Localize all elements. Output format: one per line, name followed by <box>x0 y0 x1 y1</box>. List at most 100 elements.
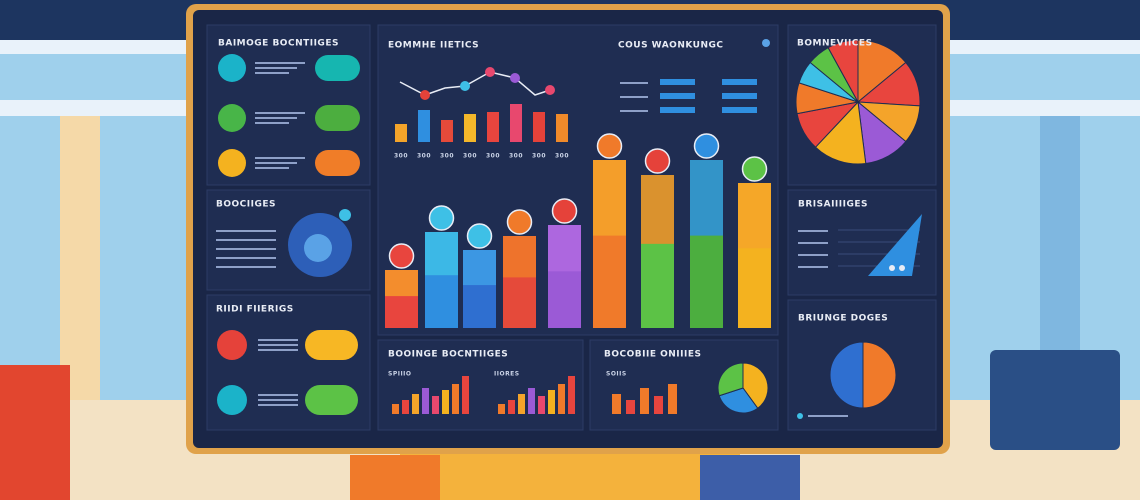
text-line <box>216 248 276 250</box>
mini-bar <box>548 390 555 414</box>
mini-bar <box>498 404 505 414</box>
bar-label: 300 <box>394 153 408 160</box>
sub-label: IIORES <box>494 371 520 378</box>
sub-label: SOIIS <box>606 371 627 378</box>
icon <box>217 330 247 360</box>
text-line <box>255 62 305 64</box>
text-line <box>255 167 289 169</box>
bar-top <box>738 183 771 249</box>
panel-heading: BRIUNGE DOGES <box>798 314 888 324</box>
bar-label: 300 <box>555 153 569 160</box>
bar-icon <box>506 209 533 235</box>
bar-top <box>425 232 458 276</box>
bar-icon <box>466 223 493 249</box>
list-bar <box>722 79 757 85</box>
small-bar <box>487 112 499 142</box>
panel <box>377 339 584 431</box>
small-bar <box>510 104 522 142</box>
text-line <box>216 239 276 241</box>
list-bar <box>660 93 695 99</box>
text-line <box>798 230 828 232</box>
triangle <box>868 214 922 276</box>
shelf-right <box>950 100 1140 116</box>
mini-bar <box>612 394 621 414</box>
bar-top <box>548 225 581 272</box>
blob-inner <box>304 234 332 262</box>
trend-dot <box>420 90 430 100</box>
bar-top <box>503 236 536 278</box>
bar-icon <box>644 148 671 174</box>
sub-label: SPIIIO <box>388 371 412 378</box>
bar-top <box>593 160 626 236</box>
panel-heading: BAIMOGE BOCNTIIGES <box>218 39 339 49</box>
panel-heading: COUS WAONKUNGC <box>618 41 724 51</box>
text-line <box>798 242 828 244</box>
mini-bar <box>558 384 565 414</box>
icon <box>218 149 246 177</box>
pie-slice <box>717 362 744 397</box>
bar-top <box>690 160 723 236</box>
legend-dot <box>797 413 803 419</box>
text-line <box>255 72 289 74</box>
mini-bar <box>442 390 449 414</box>
pie-slice <box>829 341 864 409</box>
mini-bar <box>654 396 663 414</box>
chair-left <box>0 365 70 500</box>
dot <box>889 265 895 271</box>
pill <box>305 385 358 415</box>
bar-icon <box>428 205 455 231</box>
mini-bar <box>452 384 459 414</box>
panel-heading: BRISAIIIIGES <box>798 200 868 210</box>
panel-heading: BOMNEVIICES <box>797 39 873 49</box>
mini-bar <box>538 396 545 414</box>
mini-bar <box>626 400 635 414</box>
shelf-left <box>0 100 190 116</box>
pie-slice <box>862 341 897 409</box>
mini-bar <box>392 404 399 414</box>
mini-bar <box>518 394 525 414</box>
bar-top <box>463 250 496 286</box>
mini-bar <box>568 376 575 414</box>
text-line <box>258 344 298 346</box>
text-line <box>255 162 297 164</box>
pill <box>315 105 360 131</box>
panel-heading: BOOCIIGES <box>216 200 276 210</box>
bar-icon <box>596 133 623 159</box>
text-line <box>620 82 648 84</box>
bar-top <box>385 270 418 297</box>
list-bar <box>722 93 757 99</box>
pie-slice <box>718 387 759 414</box>
mini-bar <box>508 400 515 414</box>
panel-heading: EOMMHE IIETICS <box>388 41 479 51</box>
small-bar <box>556 114 568 142</box>
mini-bar <box>528 388 535 414</box>
pill <box>315 150 360 176</box>
trend-dot <box>460 81 470 91</box>
mini-bar <box>640 388 649 414</box>
mini-bar <box>432 396 439 414</box>
list-bar <box>722 107 757 113</box>
bar-label: 300 <box>509 153 523 160</box>
panel-heading: BOOINGE BOCNTIIGES <box>388 350 508 360</box>
pie-slice <box>814 100 867 165</box>
pie-slice <box>857 39 907 104</box>
bar-label: 300 <box>417 153 431 160</box>
pill <box>305 330 358 360</box>
panel-heading: BOCOBIIE ONIIIES <box>604 350 701 360</box>
trend-dot <box>485 67 495 77</box>
bar-label: 300 <box>486 153 500 160</box>
pill <box>315 55 360 81</box>
text-line <box>255 122 289 124</box>
small-bar <box>464 114 476 142</box>
text-line <box>258 394 298 396</box>
list-bar <box>660 79 695 85</box>
mini-bar <box>668 384 677 414</box>
text-line <box>258 349 298 351</box>
text-line <box>798 254 828 256</box>
text-line <box>216 230 276 232</box>
list-bar <box>660 107 695 113</box>
trend-dot <box>545 85 555 95</box>
small-bar <box>533 112 545 142</box>
small-bar <box>441 120 453 142</box>
